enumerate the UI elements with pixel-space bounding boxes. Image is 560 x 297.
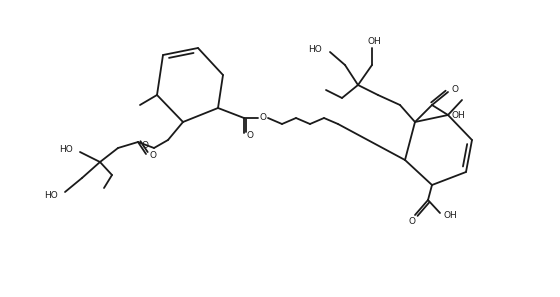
Text: HO: HO: [308, 45, 322, 55]
Text: OH: OH: [451, 110, 465, 119]
Text: O: O: [246, 132, 254, 140]
Text: O: O: [150, 151, 156, 160]
Text: O: O: [142, 141, 149, 151]
Text: O: O: [259, 113, 267, 121]
Text: HO: HO: [44, 190, 58, 200]
Text: O: O: [408, 217, 416, 227]
Text: OH: OH: [443, 211, 457, 219]
Text: O: O: [451, 86, 459, 94]
Text: OH: OH: [367, 37, 381, 47]
Text: HO: HO: [59, 146, 73, 154]
